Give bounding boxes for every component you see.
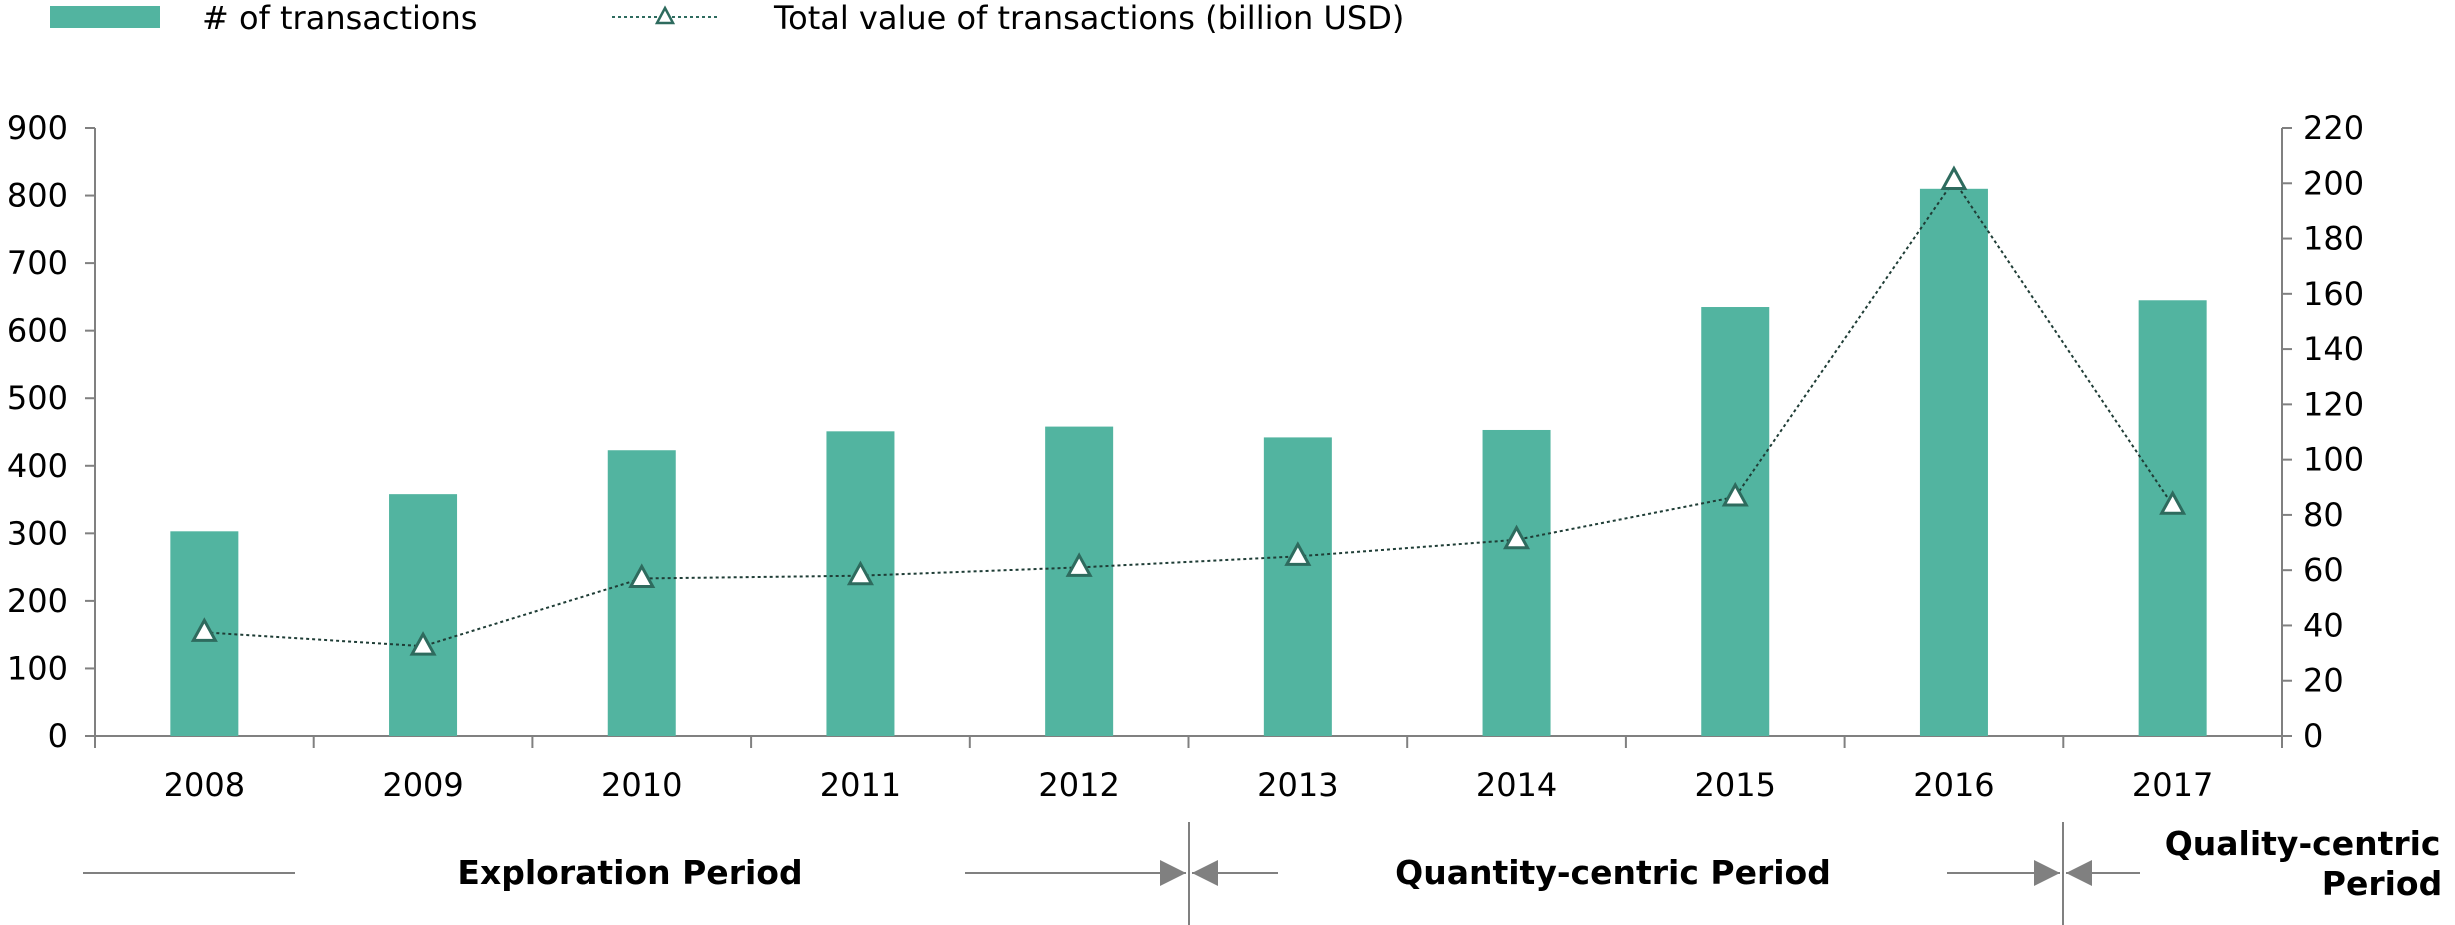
value-point-2011 bbox=[846, 560, 874, 586]
y-right-tick-label: 20 bbox=[2303, 662, 2344, 700]
bar-2013 bbox=[1263, 437, 1332, 736]
period-annotations: Exploration Period Quantity-centric Peri… bbox=[83, 822, 2452, 925]
x-tick-label: 2012 bbox=[1038, 766, 1119, 804]
y-right-tick-label: 60 bbox=[2303, 551, 2344, 589]
x-tick-label: 2014 bbox=[1476, 766, 1557, 804]
y-left-tick-label: 400 bbox=[7, 447, 68, 485]
period-label-quality-line-1: Quality-centric bbox=[2165, 824, 2441, 863]
bar-2010 bbox=[607, 450, 676, 736]
bar-2009 bbox=[389, 494, 458, 736]
value-point-2015 bbox=[1721, 481, 1749, 507]
value-point-2016 bbox=[1940, 165, 1968, 191]
y-right-tick-label: 200 bbox=[2303, 164, 2364, 202]
value-point-2008 bbox=[190, 617, 218, 642]
y-left-ticks: 0 100 200 300 400 500 600 700 800 900 bbox=[7, 109, 95, 755]
y-right-tick-label: 0 bbox=[2303, 717, 2323, 755]
x-tick-label: 2010 bbox=[601, 766, 682, 804]
y-right-tick-label: 180 bbox=[2303, 220, 2364, 258]
y-left-tick-label: 300 bbox=[7, 514, 68, 552]
value-point-2010 bbox=[628, 563, 656, 588]
bar-2014 bbox=[1482, 429, 1551, 736]
y-right-tick-label: 140 bbox=[2303, 330, 2364, 368]
bar-series bbox=[170, 188, 2207, 737]
legend: # of transactions Total value of transac… bbox=[50, 0, 1404, 37]
bar-2012 bbox=[1045, 426, 1114, 736]
bar-2016 bbox=[1919, 188, 1988, 737]
y-right-tick-label: 80 bbox=[2303, 496, 2344, 534]
bar-2015 bbox=[1701, 307, 1770, 736]
value-point-2012 bbox=[1065, 552, 1093, 577]
period-label-quality-line-2: Period bbox=[2322, 864, 2442, 903]
value-point-2014 bbox=[1503, 524, 1531, 550]
period-label-quantity: Quantity-centric Period bbox=[1395, 853, 1831, 892]
y-right-tick-label: 160 bbox=[2303, 275, 2364, 313]
x-tick-label: 2013 bbox=[1257, 766, 1338, 804]
y-left-tick-label: 900 bbox=[7, 109, 68, 147]
y-left-tick-label: 200 bbox=[7, 582, 68, 620]
bar-2017 bbox=[2138, 300, 2207, 736]
period-label-quality: Quality-centric Period bbox=[2165, 824, 2452, 903]
period-label-exploration: Exploration Period bbox=[457, 853, 802, 892]
x-tick-label: 2009 bbox=[382, 766, 463, 804]
x-tick-label: 2008 bbox=[164, 766, 245, 804]
y-left-tick-label: 800 bbox=[7, 177, 68, 215]
x-ticks: 2008 2009 2010 2011 2012 2013 2014 2015 2016 2017 bbox=[94, 736, 2283, 804]
legend-label-transactions: # of transactions bbox=[202, 0, 477, 37]
y-right-ticks: 0 20 40 60 80 100 120 140 160 180 200 220 bbox=[2282, 109, 2364, 755]
legend-swatch-marker bbox=[654, 5, 676, 25]
x-tick-label: 2015 bbox=[1695, 766, 1776, 804]
y-left-tick-label: 600 bbox=[7, 312, 68, 350]
legend-swatch-bar bbox=[50, 6, 160, 28]
value-point-2009 bbox=[409, 631, 437, 656]
y-right-tick-label: 40 bbox=[2303, 606, 2344, 644]
y-left-tick-label: 100 bbox=[7, 649, 68, 687]
value-point-2017 bbox=[2159, 490, 2187, 515]
y-right-tick-label: 100 bbox=[2303, 441, 2364, 479]
y-left-tick-label: 500 bbox=[7, 379, 68, 417]
legend-label-value: Total value of transactions (billion USD… bbox=[773, 0, 1404, 37]
value-line bbox=[204, 178, 2174, 648]
value-point-2013 bbox=[1284, 541, 1312, 566]
y-right-tick-label: 120 bbox=[2303, 385, 2364, 423]
x-tick-label: 2017 bbox=[2132, 766, 2213, 804]
line-series bbox=[190, 165, 2187, 656]
x-tick-label: 2011 bbox=[820, 766, 901, 804]
x-tick-label: 2016 bbox=[1913, 766, 1994, 804]
y-left-tick-label: 700 bbox=[7, 244, 68, 282]
y-left-tick-label: 0 bbox=[48, 717, 68, 755]
y-right-tick-label: 220 bbox=[2303, 109, 2364, 147]
